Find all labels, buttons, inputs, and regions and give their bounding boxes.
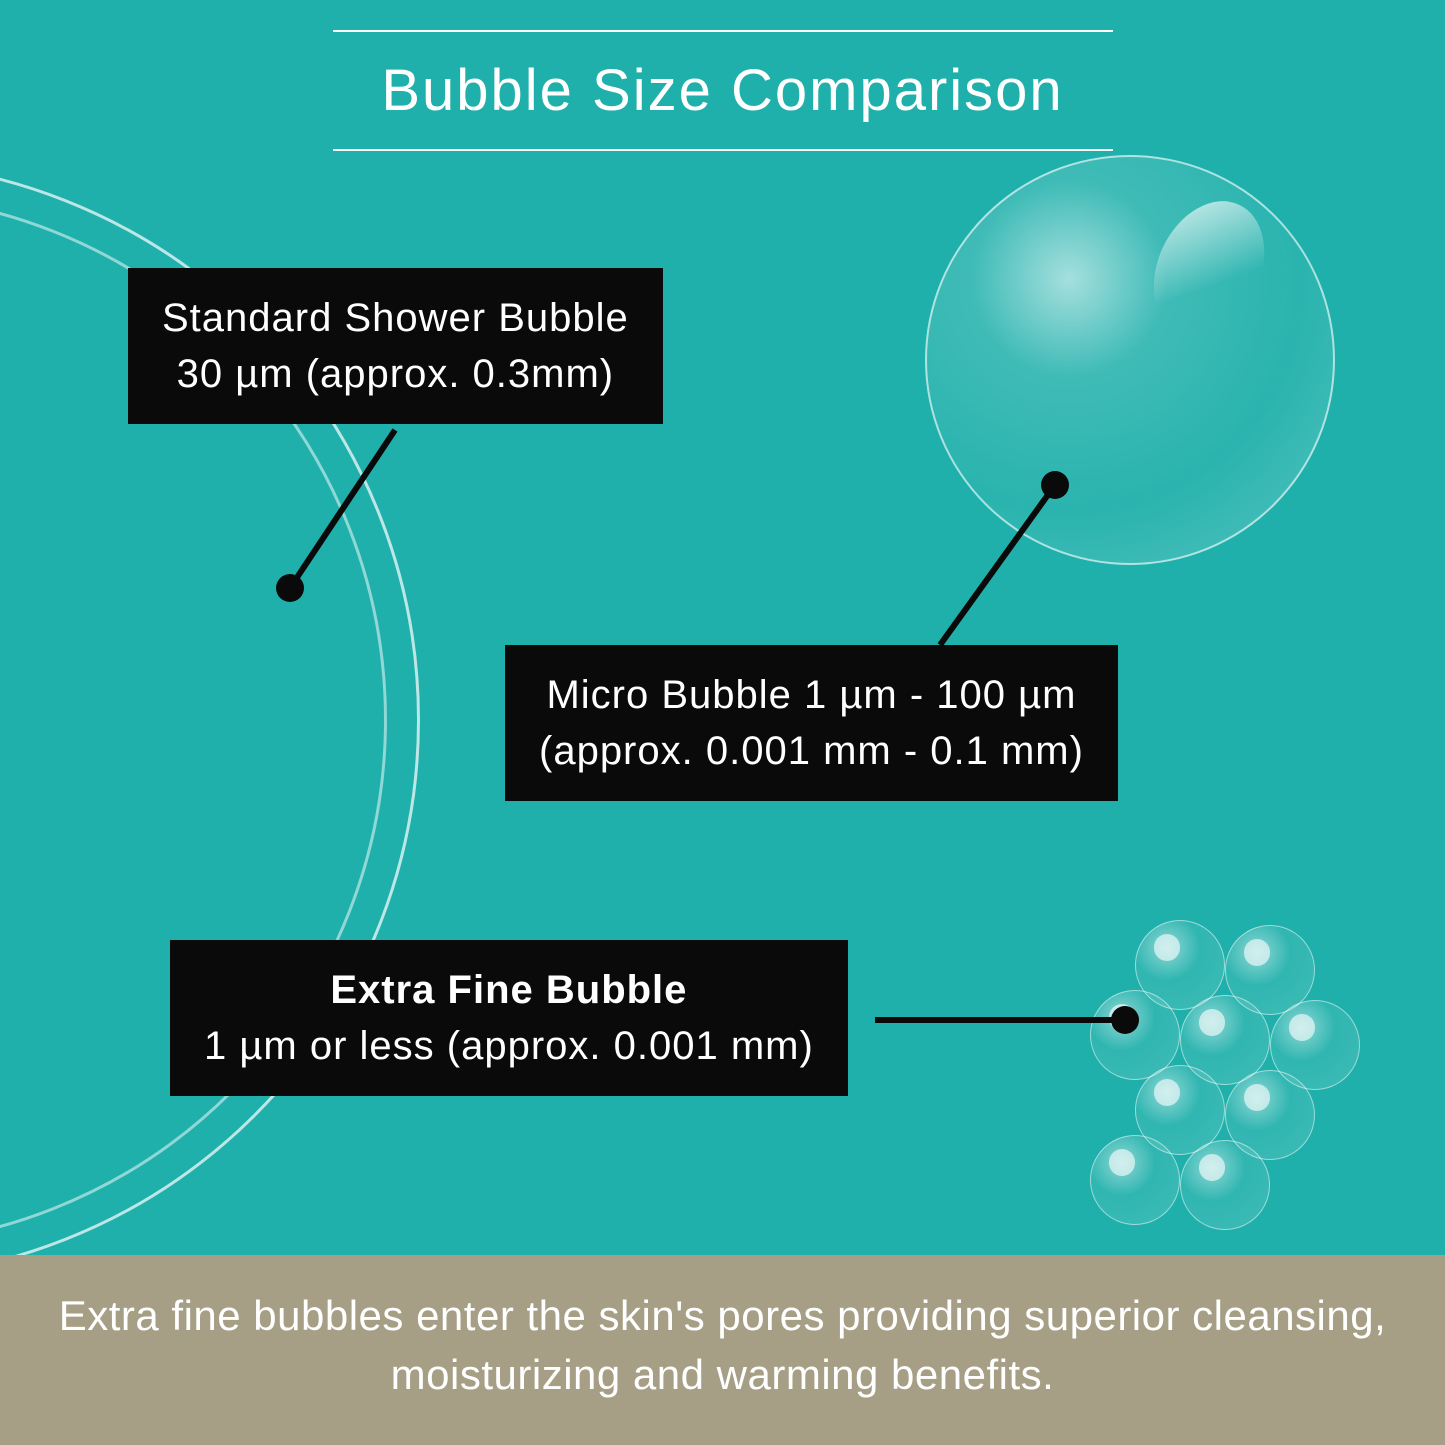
medium-bubble [925,155,1335,565]
title-area: Bubble Size Comparison [333,30,1113,151]
infographic-canvas: Bubble Size Comparison Standard Shower B… [0,0,1445,1445]
label-micro-bubble: Micro Bubble 1 µm - 100 µm (approx. 0.00… [505,645,1118,801]
label-micro-line1: Micro Bubble 1 µm - 100 µm [539,667,1084,723]
label-standard-bubble: Standard Shower Bubble 30 µm (approx. 0.… [128,268,663,424]
tiny-bubble [1090,1135,1180,1225]
label-standard-line2: 30 µm (approx. 0.3mm) [162,346,629,402]
label-extra-fine-bubble: Extra Fine Bubble 1 µm or less (approx. … [170,940,848,1096]
tiny-bubble [1180,1140,1270,1230]
page-title: Bubble Size Comparison [333,32,1113,149]
title-bottom-line [333,149,1113,151]
footer-text: Extra fine bubbles enter the skin's pore… [0,1255,1445,1445]
label-extrafine-line2: 1 µm or less (approx. 0.001 mm) [204,1018,814,1074]
label-micro-line2: (approx. 0.001 mm - 0.1 mm) [539,723,1084,779]
label-standard-line1: Standard Shower Bubble [162,290,629,346]
label-extrafine-line1: Extra Fine Bubble [204,962,814,1018]
